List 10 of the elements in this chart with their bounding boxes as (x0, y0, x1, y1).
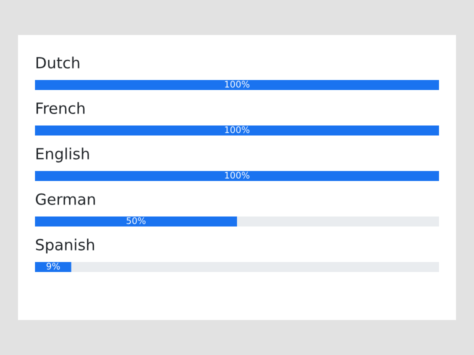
y-tick-label: English (36, 148, 89, 162)
data-label: 50% (126, 217, 146, 224)
y-tick-label: Spanish (36, 238, 94, 254)
y-tick-label: French (36, 102, 84, 114)
data-label: 100% (225, 126, 250, 134)
data-label: 9% (46, 262, 60, 270)
y-tick-label: German (36, 193, 95, 205)
y-tick-label: Dutch (36, 56, 80, 68)
data-label: 100% (225, 172, 250, 179)
data-label: 100% (225, 80, 250, 88)
